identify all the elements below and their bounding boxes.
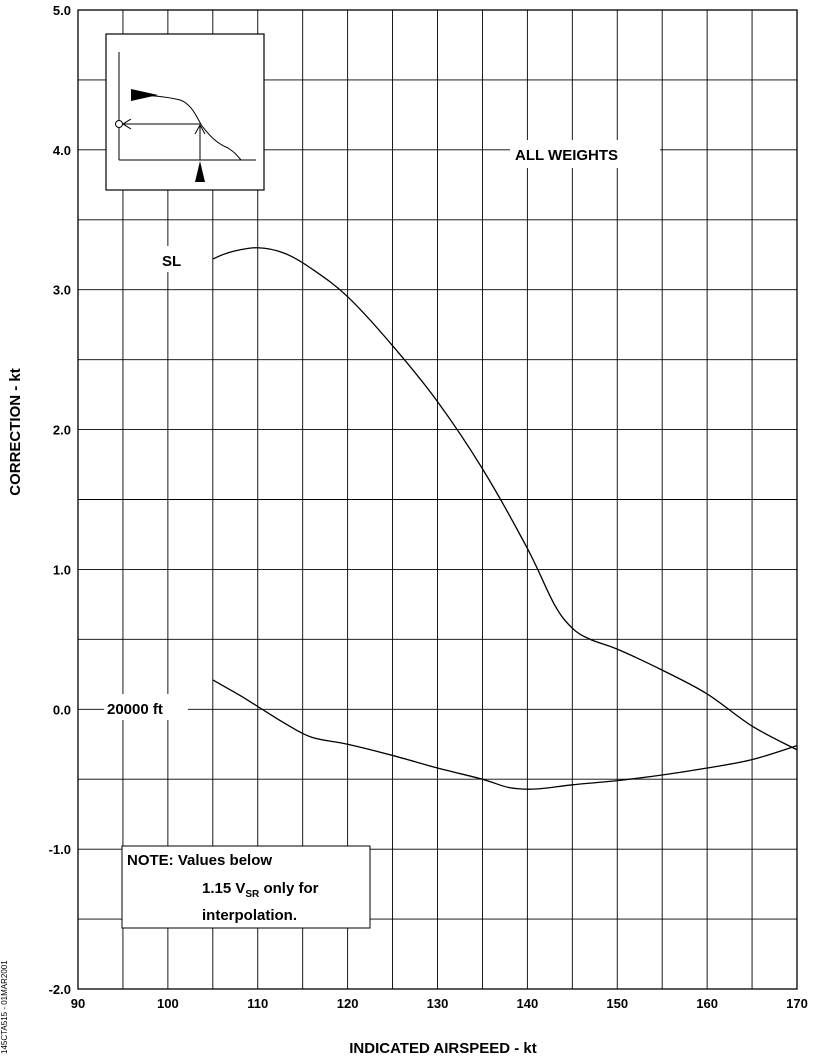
x-tick-label: 170 [786, 996, 808, 1011]
note-line-1: NOTE: Values below [127, 852, 272, 869]
x-tick-labels: 90 100 110 120 130 140 150 160 170 [71, 996, 808, 1011]
inset-diagram [105, 33, 265, 191]
svg-text:20000 ft: 20000 ft [107, 701, 163, 718]
plot-frame [77, 9, 798, 990]
series-label-20000: 20000 ft [104, 694, 188, 720]
grid [78, 10, 797, 989]
y-tick-labels: -2.0 -1.0 0.0 1.0 2.0 3.0 4.0 5.0 [49, 3, 71, 997]
note-line-2: 1.15 VSR only for [202, 880, 319, 900]
series-line-1 [212, 679, 798, 790]
y-axis-label: CORRECTION - kt [7, 368, 24, 496]
y-tick-label: -1.0 [49, 842, 71, 857]
y-tick-label: 2.0 [53, 423, 71, 438]
x-tick-label: 90 [71, 996, 85, 1011]
svg-text:SL: SL [162, 253, 181, 270]
series-label-sl: SL [158, 246, 192, 272]
note-line-3: interpolation. [202, 907, 297, 924]
svg-text:ALL WEIGHTS: ALL WEIGHTS [515, 147, 618, 164]
x-tick-label: 150 [606, 996, 628, 1011]
y-tick-label: 5.0 [53, 3, 71, 18]
y-tick-label: 0.0 [53, 702, 71, 717]
x-tick-label: 140 [517, 996, 539, 1011]
figure-id: 145CTA515 - 01MAR2001 [0, 960, 9, 1054]
series-line-0 [212, 247, 798, 751]
series-layer [212, 247, 798, 790]
x-axis-label: INDICATED AIRSPEED - kt [349, 1040, 537, 1057]
x-tick-label: 120 [337, 996, 359, 1011]
x-tick-label: 160 [696, 996, 718, 1011]
y-tick-label: 3.0 [53, 283, 71, 298]
y-tick-label: 1.0 [53, 562, 71, 577]
note-box: NOTE: Values below 1.15 VSR only for int… [121, 845, 371, 929]
x-tick-label: 100 [157, 996, 179, 1011]
y-tick-label: 4.0 [53, 143, 71, 158]
all-weights-label: ALL WEIGHTS [510, 140, 660, 168]
x-tick-label: 130 [427, 996, 449, 1011]
x-tick-label: 110 [247, 996, 268, 1011]
y-tick-label: -2.0 [49, 982, 71, 997]
